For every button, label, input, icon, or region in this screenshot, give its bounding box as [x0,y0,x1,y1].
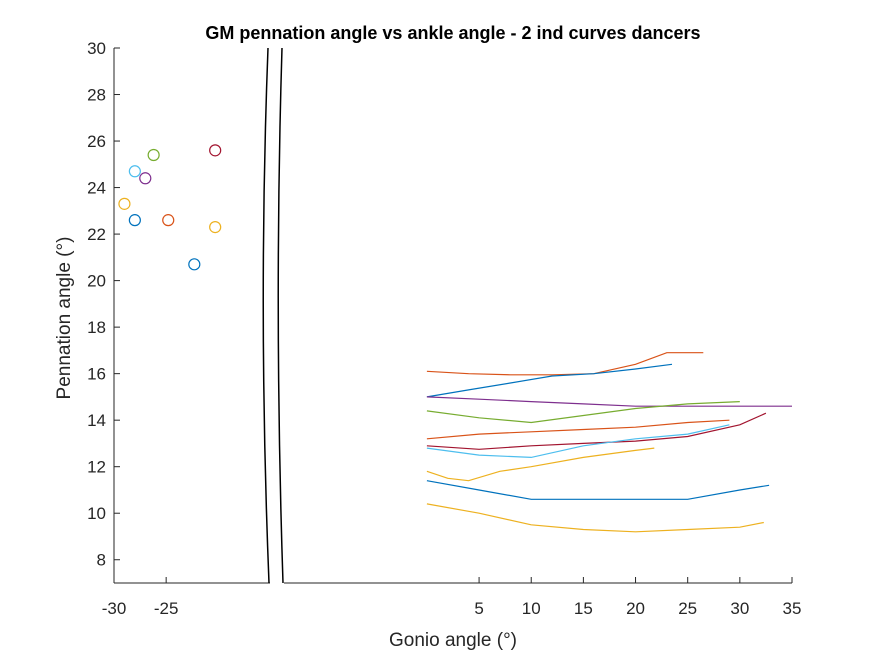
axes: 8 10 12 14 16 18 20 22 24 26 28 30 -30 -25 5 10 15 20 25 30… [87,39,801,618]
series-line-4 [426,401,740,424]
chart-title: GM pennation angle vs ankle angle - 2 in… [205,23,700,43]
y-tick-label: 16 [87,365,106,384]
series-line-8 [426,447,655,482]
x-tick-label: -30 [102,599,127,618]
series-line-2 [426,363,673,398]
data-point-2 [128,165,141,178]
y-tick-label: 24 [87,179,106,198]
y-tick-label: 30 [87,39,106,58]
series-line-9 [426,480,770,500]
data-point-6 [162,214,175,227]
x-tick-label: -25 [154,599,179,618]
x-tick-label: 35 [783,599,802,618]
x-tick-label: 10 [522,599,541,618]
x-tick-label: 30 [730,599,749,618]
data-point-4 [139,172,152,185]
x-axis-label: Gonio angle (°) [389,630,517,651]
series-line-10 [426,503,764,533]
series-line-1 [426,352,704,376]
plot-area [118,144,792,533]
data-point-7 [188,258,201,271]
y-tick-label: 20 [87,272,106,291]
y-tick-label: 14 [87,411,106,430]
data-point-9 [209,221,222,234]
data-point-3 [128,214,141,227]
x-tick-label: 15 [574,599,593,618]
y-tick-label: 10 [87,504,106,523]
x-tick-label: 25 [678,599,697,618]
y-tick-label: 28 [87,86,106,105]
y-tick-label: 12 [87,458,106,477]
x-tick-label: 5 [474,599,483,618]
axis-break-line-right [277,47,284,584]
series-line-7 [426,424,730,459]
y-axis-label: Pennation angle (°) [54,237,75,400]
data-point-1 [118,197,131,210]
series-line-5 [426,419,730,440]
y-tick-label: 26 [87,132,106,151]
y-tick-label: 8 [97,551,106,570]
data-point-5 [147,148,160,162]
y-tick-label: 22 [87,225,106,244]
y-tick-label: 18 [87,318,106,337]
axis-break-line-left [262,47,270,584]
data-point-8 [209,144,222,157]
x-tick-label: 20 [626,599,645,618]
series-line-3 [426,396,792,407]
